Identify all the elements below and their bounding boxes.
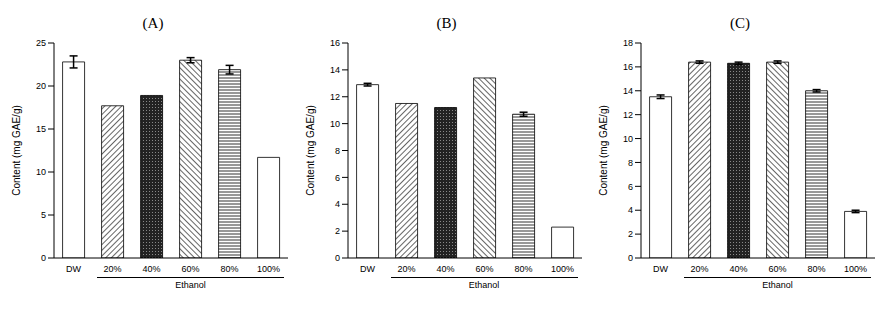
svg-text:14: 14 — [329, 65, 339, 75]
svg-text:80%: 80% — [807, 264, 825, 274]
svg-text:0: 0 — [334, 253, 339, 263]
svg-text:60%: 60% — [475, 264, 493, 274]
svg-text:8: 8 — [334, 146, 339, 156]
svg-text:100%: 100% — [257, 264, 280, 274]
html-text:(C): (C) — [730, 15, 750, 31]
svg-text:100%: 100% — [844, 264, 867, 274]
svg-text:DW: DW — [653, 264, 668, 274]
svg-text:10: 10 — [36, 167, 46, 177]
svg-text:16: 16 — [623, 62, 633, 72]
svg-text:4: 4 — [334, 199, 339, 209]
svg-text:40%: 40% — [436, 264, 454, 274]
svg-text:20%: 20% — [690, 264, 708, 274]
svg-text:80%: 80% — [220, 264, 238, 274]
svg-text:6: 6 — [628, 182, 633, 192]
svg-text:15: 15 — [36, 124, 46, 134]
html-text:Ethanol: Ethanol — [468, 280, 500, 290]
svg-text:14: 14 — [623, 86, 633, 96]
svg-text:5: 5 — [41, 210, 46, 220]
svg-text:12: 12 — [329, 92, 339, 102]
svg-text:0: 0 — [628, 253, 633, 263]
svg-text:80%: 80% — [514, 264, 532, 274]
svg-text:4: 4 — [628, 205, 633, 215]
svg-text:12: 12 — [623, 110, 633, 120]
svg-text:DW: DW — [66, 264, 81, 274]
html-text:Ethanol: Ethanol — [762, 280, 793, 290]
html-text:(B): (B) — [436, 15, 457, 31]
svg-text:60%: 60% — [768, 264, 786, 274]
svg-text:18: 18 — [623, 38, 633, 48]
svg-text:100%: 100% — [550, 264, 573, 274]
html-text:Ethanol: Ethanol — [175, 280, 206, 290]
svg-text:6: 6 — [334, 173, 339, 183]
svg-text:60%: 60% — [181, 264, 199, 274]
svg-text:Content (mg GAE/g): Content (mg GAE/g) — [598, 105, 609, 196]
svg-text:2: 2 — [334, 226, 339, 236]
svg-text:DW: DW — [360, 264, 375, 274]
svg-text:20%: 20% — [103, 264, 121, 274]
svg-text:20%: 20% — [397, 264, 415, 274]
html-text:(A): (A) — [142, 15, 164, 31]
svg-text:Content (mg GAE/g): Content (mg GAE/g) — [304, 105, 315, 196]
svg-text:20: 20 — [36, 81, 46, 91]
svg-text:25: 25 — [36, 38, 46, 48]
svg-text:40%: 40% — [729, 264, 747, 274]
svg-text:10: 10 — [329, 119, 339, 129]
svg-text:0: 0 — [41, 253, 46, 263]
svg-text:16: 16 — [329, 38, 339, 48]
svg-text:8: 8 — [628, 158, 633, 168]
svg-text:Content (mg GAE/g): Content (mg GAE/g) — [11, 105, 22, 196]
svg-text:2: 2 — [628, 229, 633, 239]
svg-text:40%: 40% — [142, 264, 160, 274]
svg-text:10: 10 — [623, 134, 633, 144]
